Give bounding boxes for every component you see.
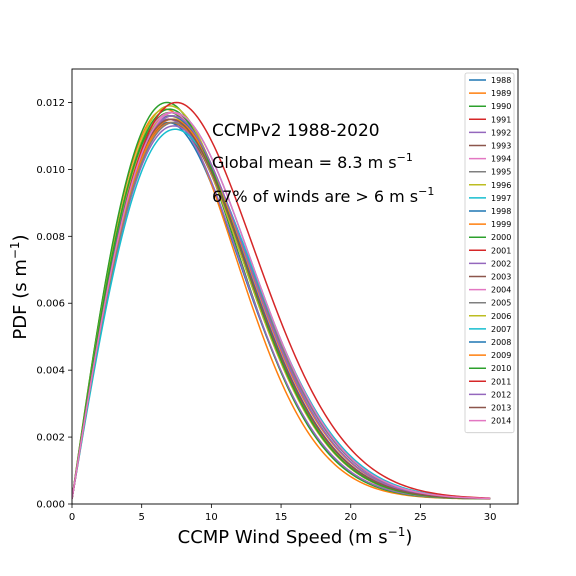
legend-label: 1999 bbox=[491, 220, 511, 229]
legend-label: 1994 bbox=[491, 155, 511, 164]
y-tick-label: 0.012 bbox=[36, 98, 65, 109]
annotation-percent-winds: 67% of winds are > 6 m s−1 bbox=[212, 185, 434, 206]
legend-label: 2009 bbox=[491, 351, 511, 360]
legend-label: 1993 bbox=[491, 142, 511, 151]
y-axis-label: PDF (s m−1) bbox=[8, 234, 31, 339]
legend-label: 2013 bbox=[491, 404, 511, 413]
x-tick-label: 30 bbox=[484, 512, 497, 523]
x-tick-label: 15 bbox=[275, 512, 288, 523]
y-axis-ticks: 0.000 0.002 0.004 0.006 0.008 0.010 0.012 bbox=[36, 98, 72, 511]
legend: 1988 1989 1990 1991 1992 1993 1994 1995 1996 1997… bbox=[464, 72, 515, 434]
legend-box bbox=[464, 72, 515, 434]
legend-label: 1992 bbox=[491, 128, 511, 137]
plot-frame bbox=[71, 68, 519, 505]
legend-label: 2010 bbox=[491, 364, 511, 373]
legend-label: 1995 bbox=[491, 168, 511, 177]
x-tick-label: 5 bbox=[139, 512, 145, 523]
legend-label: 1989 bbox=[491, 89, 511, 98]
legend-label: 2003 bbox=[491, 273, 511, 282]
legend-label: 1988 bbox=[491, 76, 511, 85]
y-tick-label: 0.004 bbox=[36, 366, 65, 377]
annotation-title: CCMPv2 1988-2020 bbox=[212, 121, 380, 141]
x-axis-label: CCMP Wind Speed (m s−1) bbox=[178, 525, 413, 548]
x-tick-label: 20 bbox=[344, 512, 357, 523]
series-line-2014 bbox=[72, 111, 491, 500]
legend-label: 2000 bbox=[491, 233, 511, 242]
legend-label: 2012 bbox=[491, 390, 511, 399]
legend-label: 2007 bbox=[491, 325, 511, 334]
y-tick-label: 0.000 bbox=[36, 500, 65, 511]
series-curves bbox=[72, 101, 491, 500]
legend-label: 1996 bbox=[491, 181, 511, 190]
x-tick-label: 10 bbox=[205, 512, 218, 523]
x-tick-label: 0 bbox=[69, 512, 75, 523]
legend-label: 1990 bbox=[491, 102, 511, 111]
annotation-global-mean: Global mean = 8.3 m s−1 bbox=[212, 151, 413, 172]
legend-label: 2008 bbox=[491, 338, 511, 347]
y-tick-label: 0.010 bbox=[36, 165, 65, 176]
legend-label: 2005 bbox=[491, 299, 511, 308]
legend-label: 2001 bbox=[491, 246, 511, 255]
legend-label: 1998 bbox=[491, 207, 511, 216]
x-tick-label: 25 bbox=[414, 512, 427, 523]
legend-label: 2006 bbox=[491, 312, 511, 321]
x-axis-ticks: 0 5 10 15 20 25 30 bbox=[69, 504, 497, 523]
legend-label: 1997 bbox=[491, 194, 511, 203]
y-tick-label: 0.006 bbox=[36, 299, 65, 310]
legend-label: 1991 bbox=[491, 115, 511, 124]
y-tick-label: 0.002 bbox=[36, 433, 65, 444]
y-tick-label: 0.008 bbox=[36, 232, 65, 243]
series-line-2011 bbox=[72, 101, 491, 500]
legend-label: 2011 bbox=[491, 377, 511, 386]
legend-label: 2004 bbox=[491, 286, 511, 295]
legend-label: 2002 bbox=[491, 259, 511, 268]
legend-label: 2014 bbox=[491, 417, 511, 426]
